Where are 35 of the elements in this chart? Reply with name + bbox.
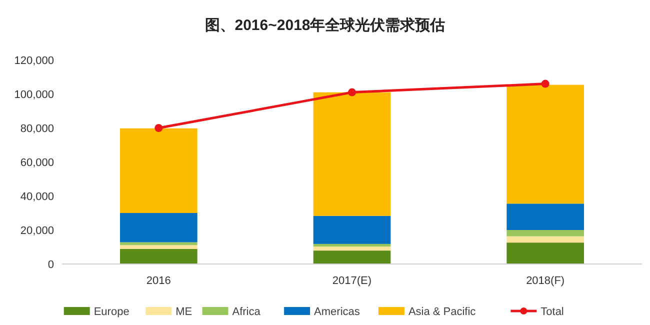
- y-tick-label: 0: [48, 259, 54, 271]
- legend-label: ME: [176, 306, 192, 318]
- bar: [506, 236, 584, 243]
- y-tick-label: 40,000: [20, 191, 54, 203]
- bar: [313, 216, 391, 244]
- bar: [506, 84, 584, 204]
- legend-label: Asia & Pacific: [408, 306, 476, 318]
- bar: [120, 245, 198, 249]
- point: [154, 124, 163, 132]
- y-tick-label: 20,000: [20, 225, 54, 237]
- bar: [120, 213, 198, 242]
- legend-label: Total: [540, 306, 564, 318]
- bar: [506, 204, 584, 230]
- y-tick-label: 120,000: [14, 55, 54, 67]
- bar: [313, 250, 391, 264]
- bar: [120, 128, 198, 213]
- bar: [313, 246, 391, 251]
- y-tick-label: 80,000: [20, 123, 54, 135]
- point: [348, 88, 356, 96]
- chart-title: 图、2016~2018年全球光伏需求预估: [204, 17, 446, 34]
- y-tick-label: 60,000: [20, 157, 54, 169]
- point: [541, 80, 550, 88]
- bar: [506, 242, 584, 264]
- y-tick-label: 100,000: [14, 89, 54, 101]
- legend-label: Americas: [314, 306, 360, 318]
- x-tick-label: 2016: [146, 275, 171, 287]
- legend-label: Europe: [94, 306, 130, 318]
- bar: [313, 244, 391, 246]
- legend-label: Africa: [232, 306, 262, 318]
- x-tick-label: 2018(F): [526, 275, 565, 287]
- bar: [120, 242, 198, 246]
- bar: [120, 248, 198, 264]
- bar: [506, 230, 584, 236]
- x-tick-label: 2017(E): [332, 275, 372, 287]
- bar: [313, 92, 391, 216]
